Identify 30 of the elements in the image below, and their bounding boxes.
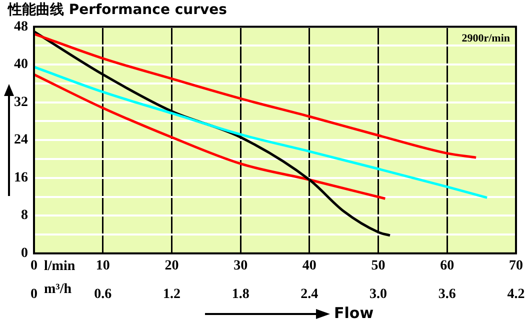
y-tick-label: 32 — [14, 94, 28, 110]
chart-title: 性能曲线 Performance curves — [7, 2, 227, 18]
line-series — [34, 73, 386, 200]
line-series — [34, 66, 488, 199]
x-axis-title: Flow — [334, 304, 374, 322]
x-tick-label: 10 — [96, 258, 110, 274]
x2-tick-label: 3.6 — [438, 287, 456, 302]
x-tick-label: 30 — [234, 258, 248, 274]
text: m³/h — [44, 282, 72, 297]
y-tick-label: 40 — [14, 57, 28, 72]
x-tick-label: 50 — [371, 258, 386, 274]
x-tick-label: 70 — [509, 258, 523, 274]
x-tick-label: 20 — [164, 258, 179, 274]
x2-tick-label: 1.8 — [232, 287, 250, 302]
x-tick-label: 60 — [440, 258, 454, 274]
x2-tick-label: 3.0 — [370, 287, 388, 302]
y-tick-label: 16 — [14, 170, 28, 186]
y-tick-label: 48 — [14, 19, 28, 34]
x-tick-label: 40 — [302, 258, 316, 274]
annotation: 2900r/min — [462, 32, 510, 45]
x-tick-label: 0 — [30, 258, 38, 274]
y-tick-label: 24 — [14, 132, 28, 148]
x2-tick-label: 0.6 — [94, 287, 112, 302]
x2-tick-label: 0 — [30, 287, 38, 302]
y-tick-label: 8 — [21, 208, 28, 224]
x2-tick-label: 4.2 — [507, 287, 525, 302]
x2-tick-label: 2.4 — [300, 287, 318, 302]
y-tick-label: 0 — [21, 246, 28, 262]
x2-tick-label: 1.2 — [162, 287, 180, 302]
text: l/min — [44, 259, 76, 274]
